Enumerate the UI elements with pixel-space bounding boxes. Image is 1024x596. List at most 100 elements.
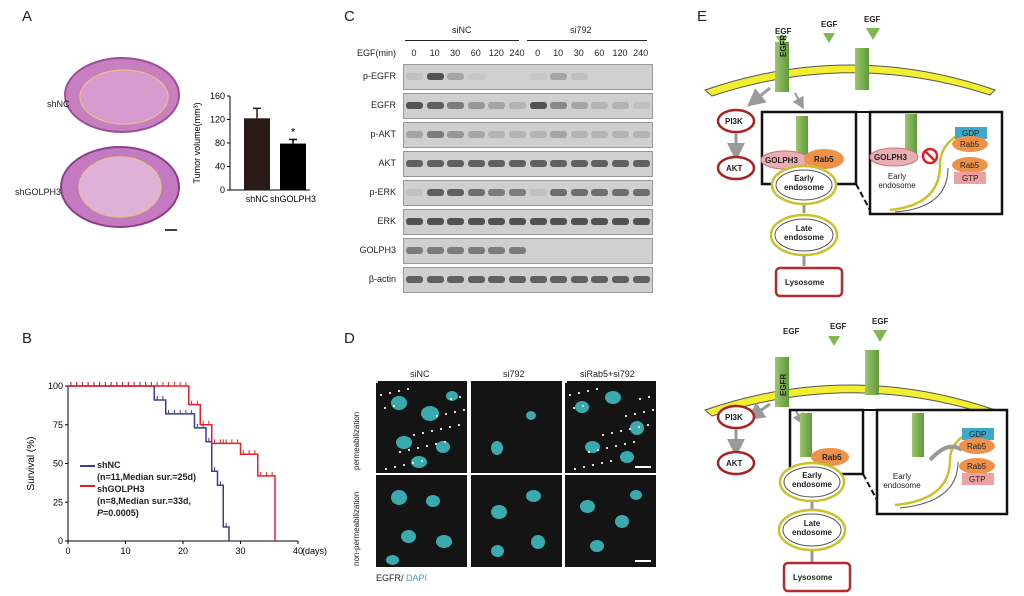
group-line-1: [405, 40, 519, 41]
row-non-permeabilization: non-permeabilization: [352, 491, 361, 566]
stain-legend: EGFR/ DAPI: [376, 573, 427, 583]
nucleus: [491, 505, 507, 519]
micrograph: [376, 381, 467, 473]
survival-legend: shNC (n=11,Median sur.=25d) shGOLPH3 (n=…: [97, 459, 196, 519]
survival-chart: 0 25 50 75 100 0 10 20 30 40(days) Survival (%): [26, 381, 327, 556]
blot-band: [447, 276, 465, 283]
early-endosome-top: Early endosome: [784, 174, 825, 192]
blot-band: [550, 276, 568, 283]
blot-band: [632, 102, 650, 109]
blot-band: [591, 102, 609, 109]
egfr-puncta: [592, 464, 594, 466]
blot-row: [403, 151, 653, 177]
gtp-bot: GTP: [969, 475, 986, 484]
egfr-puncta: [578, 392, 580, 394]
egfr-puncta: [394, 466, 396, 468]
egfr-puncta: [634, 413, 636, 415]
x-tick-label: shGOLPH3: [270, 194, 316, 204]
row-permeabilization: permeabilization: [352, 411, 361, 470]
blot-band: [570, 102, 588, 109]
egfr-puncta: [385, 468, 387, 470]
micrograph: [565, 381, 656, 473]
akt-label-top: AKT: [726, 164, 743, 173]
nucleus: [491, 441, 503, 455]
blot-band: [550, 160, 568, 167]
blot-band: [591, 189, 609, 196]
y-tick-label: 0: [220, 185, 225, 195]
timepoints-row: 0 10 30 60 120 240 0 10 30 60 120 240: [403, 48, 653, 60]
nucleus: [620, 451, 634, 463]
nucleus: [401, 530, 416, 543]
gdp-bot: GDP: [969, 430, 987, 439]
egfr-puncta: [458, 424, 460, 426]
blot-band: [550, 131, 568, 138]
blot-band: [591, 218, 609, 225]
col-sirab5-si792: siRab5+si792: [580, 369, 635, 379]
early-endosome-bot: Early endosome: [792, 471, 833, 489]
blot-row: [403, 64, 653, 90]
blot-band: [570, 160, 588, 167]
timepoint-label: 10: [553, 48, 564, 58]
blot-band: [509, 160, 526, 167]
nucleus: [580, 500, 595, 513]
nucleus: [605, 391, 621, 404]
bar-shNC: [244, 118, 270, 190]
blot-band: [509, 131, 526, 138]
stain-egfr: EGFR/: [376, 573, 404, 583]
egfr-puncta: [629, 428, 631, 430]
egfr-label-top: EGFR: [779, 34, 788, 57]
akt-label-bot: AKT: [726, 459, 743, 468]
group-si792: si792: [570, 25, 592, 35]
timepoint-label: 60: [470, 48, 481, 58]
x-tick-label: shNC: [246, 194, 269, 204]
nucleus: [615, 515, 629, 528]
blot-band: [550, 73, 568, 80]
blot-band: [447, 73, 465, 80]
blot-label: p-ERK: [369, 187, 396, 197]
egfr-puncta: [463, 409, 465, 411]
egfr-puncta: [407, 388, 409, 390]
late-endosome-top: Late endosome: [784, 224, 825, 242]
timepoint-label: 30: [573, 48, 584, 58]
egfr-puncta: [413, 434, 415, 436]
egfr-puncta: [597, 449, 599, 451]
blot-band: [591, 160, 609, 167]
egfr-puncta: [648, 396, 650, 398]
blot-row: [403, 238, 653, 264]
egfr-puncta: [625, 415, 627, 417]
blot-band: [529, 131, 547, 138]
egfr-puncta: [587, 390, 589, 392]
egfr-puncta: [454, 411, 456, 413]
blot-band: [406, 73, 423, 80]
egf-label-top-2: EGF: [821, 20, 838, 29]
blot-band: [488, 131, 506, 138]
blot-band: [570, 73, 588, 80]
blot-band: [529, 73, 547, 80]
blot-band: [467, 160, 485, 167]
blot-band: [426, 73, 444, 80]
blot-band: [406, 189, 423, 196]
egfr-puncta: [421, 460, 423, 462]
blot-band: [488, 218, 506, 225]
timepoint-label: 0: [535, 48, 541, 58]
blot-band: [612, 160, 629, 167]
panel-b-label: B: [22, 330, 33, 347]
nucleus: [396, 436, 412, 449]
blot-band: [529, 189, 547, 196]
survival-line-shGOLPH3: [68, 385, 276, 541]
x-tick-label: 20: [178, 546, 188, 556]
nucleus: [575, 401, 589, 413]
egfr-puncta: [574, 468, 576, 470]
blot-band: [488, 247, 506, 254]
timepoint-label: 120: [488, 48, 504, 58]
egfr-puncta: [639, 398, 641, 400]
blot-row: [403, 209, 653, 235]
y-tick-label: 160: [210, 91, 225, 101]
legend-shnc: shNC: [97, 460, 121, 470]
timepoint-label: 60: [594, 48, 605, 58]
egfr-puncta: [426, 445, 428, 447]
blot-band: [570, 276, 588, 283]
egfr-puncta: [399, 451, 401, 453]
legend-shgolph3: shGOLPH3: [97, 484, 145, 494]
egfr-puncta: [436, 415, 438, 417]
